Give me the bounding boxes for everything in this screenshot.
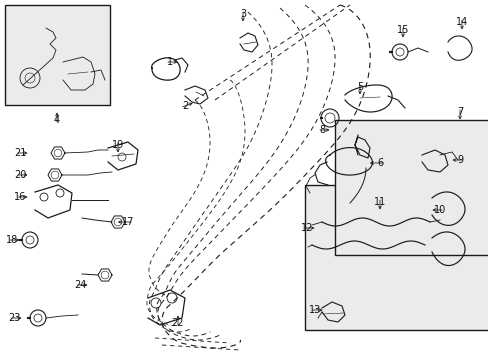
Text: 2: 2 (182, 101, 188, 111)
Text: 21: 21 (14, 148, 26, 158)
Text: 13: 13 (308, 305, 321, 315)
Text: 14: 14 (455, 17, 467, 27)
Text: 17: 17 (122, 217, 134, 227)
Text: 9: 9 (456, 155, 462, 165)
Text: 3: 3 (240, 9, 245, 19)
Text: 8: 8 (318, 125, 325, 135)
Text: 18: 18 (6, 235, 18, 245)
Text: 19: 19 (112, 140, 124, 150)
Bar (5, 5, 110, 105)
Text: 22: 22 (171, 318, 184, 328)
Bar (305, 185, 488, 330)
Text: 4: 4 (54, 115, 60, 125)
Text: 20: 20 (14, 170, 26, 180)
Text: 24: 24 (74, 280, 86, 290)
Text: 15: 15 (396, 25, 408, 35)
Bar (334, 120, 488, 255)
Text: 16: 16 (14, 192, 26, 202)
Text: 5: 5 (356, 82, 363, 92)
Text: 11: 11 (373, 197, 386, 207)
Text: 6: 6 (376, 158, 382, 168)
Text: 1: 1 (166, 57, 173, 67)
Text: 7: 7 (456, 107, 462, 117)
Text: 10: 10 (433, 205, 445, 215)
Text: 23: 23 (8, 313, 20, 323)
Text: 12: 12 (300, 223, 312, 233)
